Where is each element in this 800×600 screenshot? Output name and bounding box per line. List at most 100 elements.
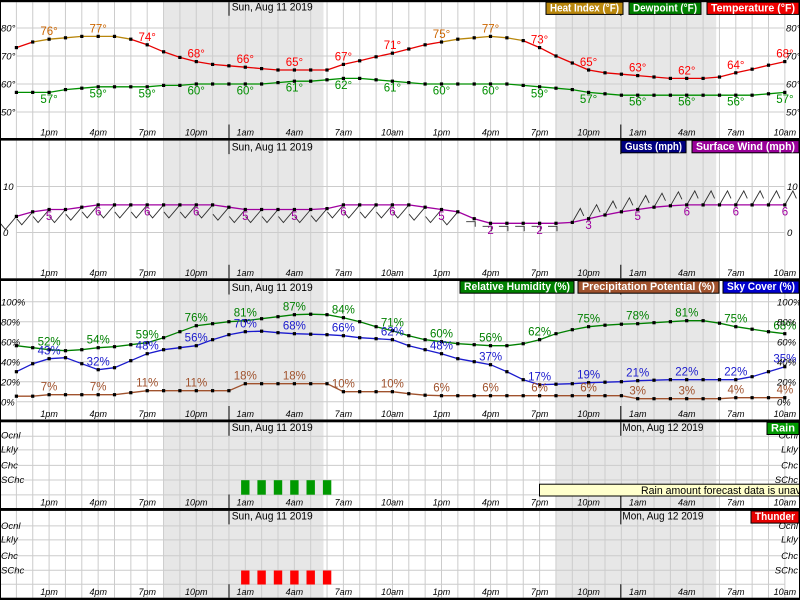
svg-text:4pm: 4pm: [482, 128, 500, 138]
svg-text:4am: 4am: [678, 587, 696, 597]
svg-text:3%: 3%: [678, 386, 695, 398]
svg-text:6: 6: [684, 206, 690, 218]
svg-text:Rain amount forecast data is u: Rain amount forecast data is unavailable: [641, 485, 800, 497]
svg-text:7am: 7am: [727, 409, 745, 419]
svg-text:48%: 48%: [136, 341, 159, 353]
svg-text:0: 0: [3, 228, 9, 239]
svg-text:22%: 22%: [724, 367, 747, 379]
svg-text:10am: 10am: [381, 268, 404, 278]
svg-text:SChc: SChc: [1, 475, 24, 486]
svg-text:10: 10: [787, 182, 798, 193]
svg-text:50°: 50°: [1, 108, 16, 119]
svg-text:59°: 59°: [90, 88, 107, 100]
svg-text:4pm: 4pm: [89, 128, 107, 138]
svg-text:1am: 1am: [237, 128, 255, 138]
svg-text:6%: 6%: [531, 383, 548, 395]
svg-text:7am: 7am: [727, 587, 745, 597]
svg-text:7am: 7am: [335, 268, 353, 278]
svg-text:4%: 4%: [727, 385, 744, 397]
svg-text:10pm: 10pm: [577, 268, 600, 278]
svg-text:1pm: 1pm: [433, 128, 451, 138]
svg-text:1pm: 1pm: [433, 409, 451, 419]
svg-text:1pm: 1pm: [433, 587, 451, 597]
svg-text:80°: 80°: [786, 24, 800, 35]
svg-text:Precipitation Potential (%): Precipitation Potential (%): [582, 281, 715, 293]
svg-text:7pm: 7pm: [138, 587, 156, 597]
svg-text:59°: 59°: [139, 88, 156, 100]
svg-text:76%: 76%: [185, 313, 208, 325]
svg-text:10%: 10%: [332, 379, 355, 391]
svg-text:SChc: SChc: [1, 565, 24, 576]
svg-text:4am: 4am: [678, 128, 696, 138]
svg-text:1am: 1am: [629, 128, 647, 138]
svg-text:Ocnl: Ocnl: [778, 431, 798, 442]
svg-text:1pm: 1pm: [40, 268, 58, 278]
svg-text:1am: 1am: [237, 587, 255, 597]
svg-text:4am: 4am: [286, 128, 304, 138]
svg-text:60°: 60°: [786, 80, 800, 91]
svg-text:57°: 57°: [40, 94, 57, 106]
svg-text:61°: 61°: [286, 83, 303, 95]
svg-text:10%: 10%: [381, 379, 404, 391]
svg-text:67°: 67°: [335, 51, 352, 63]
svg-text:100%: 100%: [1, 297, 26, 308]
svg-text:Sun, Aug 11 2019: Sun, Aug 11 2019: [232, 141, 313, 153]
svg-text:60°: 60°: [237, 86, 254, 98]
svg-text:63°: 63°: [629, 63, 646, 75]
svg-text:32%: 32%: [87, 357, 110, 369]
svg-text:61°: 61°: [384, 83, 401, 95]
svg-text:70%: 70%: [234, 319, 257, 331]
svg-text:4pm: 4pm: [482, 587, 500, 597]
svg-text:7pm: 7pm: [138, 268, 156, 278]
svg-text:10am: 10am: [381, 587, 404, 597]
svg-text:0%: 0%: [1, 397, 15, 408]
svg-text:81%: 81%: [234, 308, 257, 320]
svg-text:SChc: SChc: [775, 475, 798, 486]
svg-text:43%: 43%: [38, 346, 61, 358]
svg-text:60°: 60°: [433, 86, 450, 98]
svg-text:35%: 35%: [773, 354, 796, 366]
svg-text:60%: 60%: [1, 337, 21, 348]
svg-text:4am: 4am: [286, 497, 304, 507]
svg-text:60%: 60%: [777, 337, 797, 348]
svg-text:6: 6: [193, 206, 199, 218]
svg-text:60%: 60%: [430, 329, 453, 341]
svg-text:4am: 4am: [286, 587, 304, 597]
svg-text:1am: 1am: [237, 268, 255, 278]
svg-text:7%: 7%: [41, 382, 58, 394]
svg-text:1pm: 1pm: [433, 268, 451, 278]
svg-text:Mon, Aug 12 2019: Mon, Aug 12 2019: [622, 422, 703, 434]
svg-text:7pm: 7pm: [531, 587, 549, 597]
svg-text:77°: 77°: [482, 23, 499, 35]
svg-text:1am: 1am: [237, 497, 255, 507]
svg-text:76°: 76°: [40, 26, 57, 38]
svg-text:Thunder: Thunder: [755, 511, 796, 523]
svg-text:SChc: SChc: [775, 565, 798, 576]
svg-text:6: 6: [340, 206, 346, 218]
svg-text:73°: 73°: [531, 35, 548, 47]
svg-text:1am: 1am: [629, 587, 647, 597]
svg-text:4pm: 4pm: [89, 268, 107, 278]
svg-text:71%: 71%: [381, 318, 404, 330]
svg-text:Lkly: Lkly: [781, 445, 799, 456]
svg-text:Chc: Chc: [781, 461, 798, 472]
svg-text:62°: 62°: [335, 80, 352, 92]
svg-text:Rain: Rain: [771, 423, 795, 435]
svg-text:66%: 66%: [332, 323, 355, 335]
svg-text:10am: 10am: [774, 497, 797, 507]
svg-text:1am: 1am: [237, 409, 255, 419]
svg-text:10am: 10am: [774, 268, 797, 278]
svg-text:5: 5: [438, 211, 444, 223]
svg-text:62%: 62%: [528, 327, 551, 339]
svg-text:20%: 20%: [0, 377, 21, 388]
svg-text:65°: 65°: [286, 57, 303, 69]
svg-text:Lkly: Lkly: [1, 445, 19, 456]
svg-text:60°: 60°: [482, 86, 499, 98]
svg-text:7am: 7am: [335, 587, 353, 597]
svg-text:1pm: 1pm: [40, 409, 58, 419]
svg-text:1pm: 1pm: [433, 497, 451, 507]
svg-text:4pm: 4pm: [482, 497, 500, 507]
svg-text:57°: 57°: [580, 94, 597, 106]
svg-text:4pm: 4pm: [482, 268, 500, 278]
svg-text:3: 3: [585, 220, 591, 232]
